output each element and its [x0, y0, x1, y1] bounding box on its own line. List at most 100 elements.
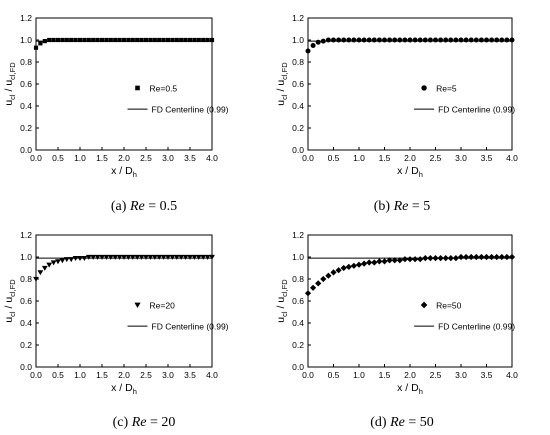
- data-point: [209, 37, 215, 43]
- data-point: [64, 37, 69, 43]
- x-axis-label: x / Dh: [397, 382, 423, 396]
- data-point: [130, 37, 135, 43]
- legend-marker-symbol: [421, 85, 427, 91]
- data-point: [433, 37, 438, 43]
- data-point: [77, 256, 83, 261]
- data-point: [340, 264, 347, 272]
- y-tick-label: 0.2: [20, 123, 32, 133]
- data-point: [121, 37, 127, 43]
- data-point: [72, 256, 79, 261]
- panel-caption: (d) Re = 50: [370, 415, 434, 430]
- data-point: [165, 37, 171, 43]
- data-point: [453, 37, 459, 43]
- data-point: [69, 37, 74, 43]
- data-point: [315, 280, 322, 287]
- data-point: [310, 284, 317, 291]
- data-point: [112, 254, 119, 260]
- data-point: [99, 37, 105, 43]
- data-point: [366, 259, 373, 266]
- x-tick-label: 3.0: [162, 370, 174, 380]
- x-tick-label: 4.0: [206, 153, 218, 163]
- data-point: [397, 37, 403, 43]
- data-point: [335, 267, 342, 274]
- legend-marker-symbol: [134, 302, 141, 309]
- data-point: [401, 256, 408, 263]
- y-tick-label: 1.0: [20, 35, 32, 45]
- legend-line-label: FD Centerline (0.99): [438, 322, 515, 332]
- chart-panel-a: 0.0 0.5 1.0 1.5 2.0 2.5 3.0 3.5 4.0 0.0 0.2 0.4 0.6 0…: [3, 13, 229, 214]
- y-tick-label: 0.0: [292, 362, 304, 372]
- x-tick-label: 1.0: [353, 153, 365, 163]
- data-point: [504, 37, 510, 43]
- x-tick-label: 2.0: [404, 153, 416, 163]
- data-point: [499, 37, 505, 43]
- x-tick-label: 0.5: [52, 153, 64, 163]
- data-point: [484, 37, 489, 43]
- data-point: [356, 37, 362, 43]
- data-point: [406, 256, 414, 263]
- data-point: [382, 37, 387, 43]
- data-point: [90, 254, 97, 260]
- data-point: [151, 254, 158, 260]
- y-tick-label: 0.6: [20, 79, 32, 89]
- data-point: [442, 255, 449, 262]
- x-tick-label: 3.0: [455, 153, 467, 163]
- data-point: [99, 254, 105, 260]
- x-tick-label: 0.0: [30, 370, 42, 380]
- data-point: [351, 37, 357, 43]
- data-point: [509, 37, 515, 43]
- data-point: [396, 257, 403, 264]
- x-axis-label: x / Dh: [111, 382, 137, 396]
- legend-marker-symbol: [420, 301, 428, 309]
- x-tick-label: 0.0: [302, 370, 314, 380]
- x-tick-label: 3.5: [184, 153, 196, 163]
- data-point: [422, 255, 429, 262]
- x-tick-label: 0.5: [52, 370, 64, 380]
- y-tick-label: 0.8: [292, 274, 304, 284]
- data-point: [330, 269, 337, 276]
- data-point: [463, 37, 469, 43]
- data-point: [103, 254, 110, 260]
- data-point: [104, 37, 109, 43]
- x-tick-label: 3.5: [481, 370, 493, 380]
- data-point: [503, 253, 510, 261]
- legend-marker-label: Re=0.5: [150, 83, 178, 93]
- chart-panel-c: 0.0 0.5 1.0 1.5 2.0 2.5 3.0 3.5 4.0 0.0 0.2 0.4 0.6 0…: [3, 230, 229, 430]
- data-point: [341, 37, 347, 43]
- data-point: [157, 37, 162, 43]
- data-point: [182, 254, 189, 260]
- data-point: [391, 257, 398, 264]
- data-point: [463, 253, 470, 261]
- data-point: [355, 261, 363, 268]
- legend-marker-symbol: [135, 85, 140, 91]
- x-tick-label: 2.5: [140, 370, 152, 380]
- y-tick-label: 0.8: [20, 274, 32, 284]
- data-point: [437, 255, 444, 262]
- data-point: [361, 37, 367, 43]
- x-axis-label: x / Dh: [111, 165, 137, 179]
- data-point: [135, 37, 140, 43]
- data-point: [138, 254, 145, 260]
- data-point: [458, 37, 464, 43]
- legend-marker-label: Re=20: [150, 300, 176, 310]
- data-point: [33, 276, 39, 282]
- x-tick-label: 0.5: [328, 370, 340, 380]
- legend-line-label: FD Centerline (0.99): [438, 105, 515, 115]
- data-point: [345, 263, 352, 270]
- data-point: [126, 37, 131, 43]
- legend-marker-label: Re=5: [436, 83, 457, 93]
- data-point: [195, 254, 202, 260]
- data-point: [483, 253, 490, 261]
- y-tick-label: 1.2: [292, 230, 304, 240]
- data-point: [60, 37, 65, 43]
- data-point: [59, 258, 66, 264]
- data-point: [152, 37, 157, 43]
- data-point: [107, 254, 114, 260]
- data-point: [473, 37, 479, 43]
- y-tick-label: 1.0: [292, 35, 304, 45]
- data-point: [498, 253, 505, 261]
- data-point: [350, 262, 357, 269]
- data-point: [371, 37, 377, 43]
- data-point: [41, 265, 48, 271]
